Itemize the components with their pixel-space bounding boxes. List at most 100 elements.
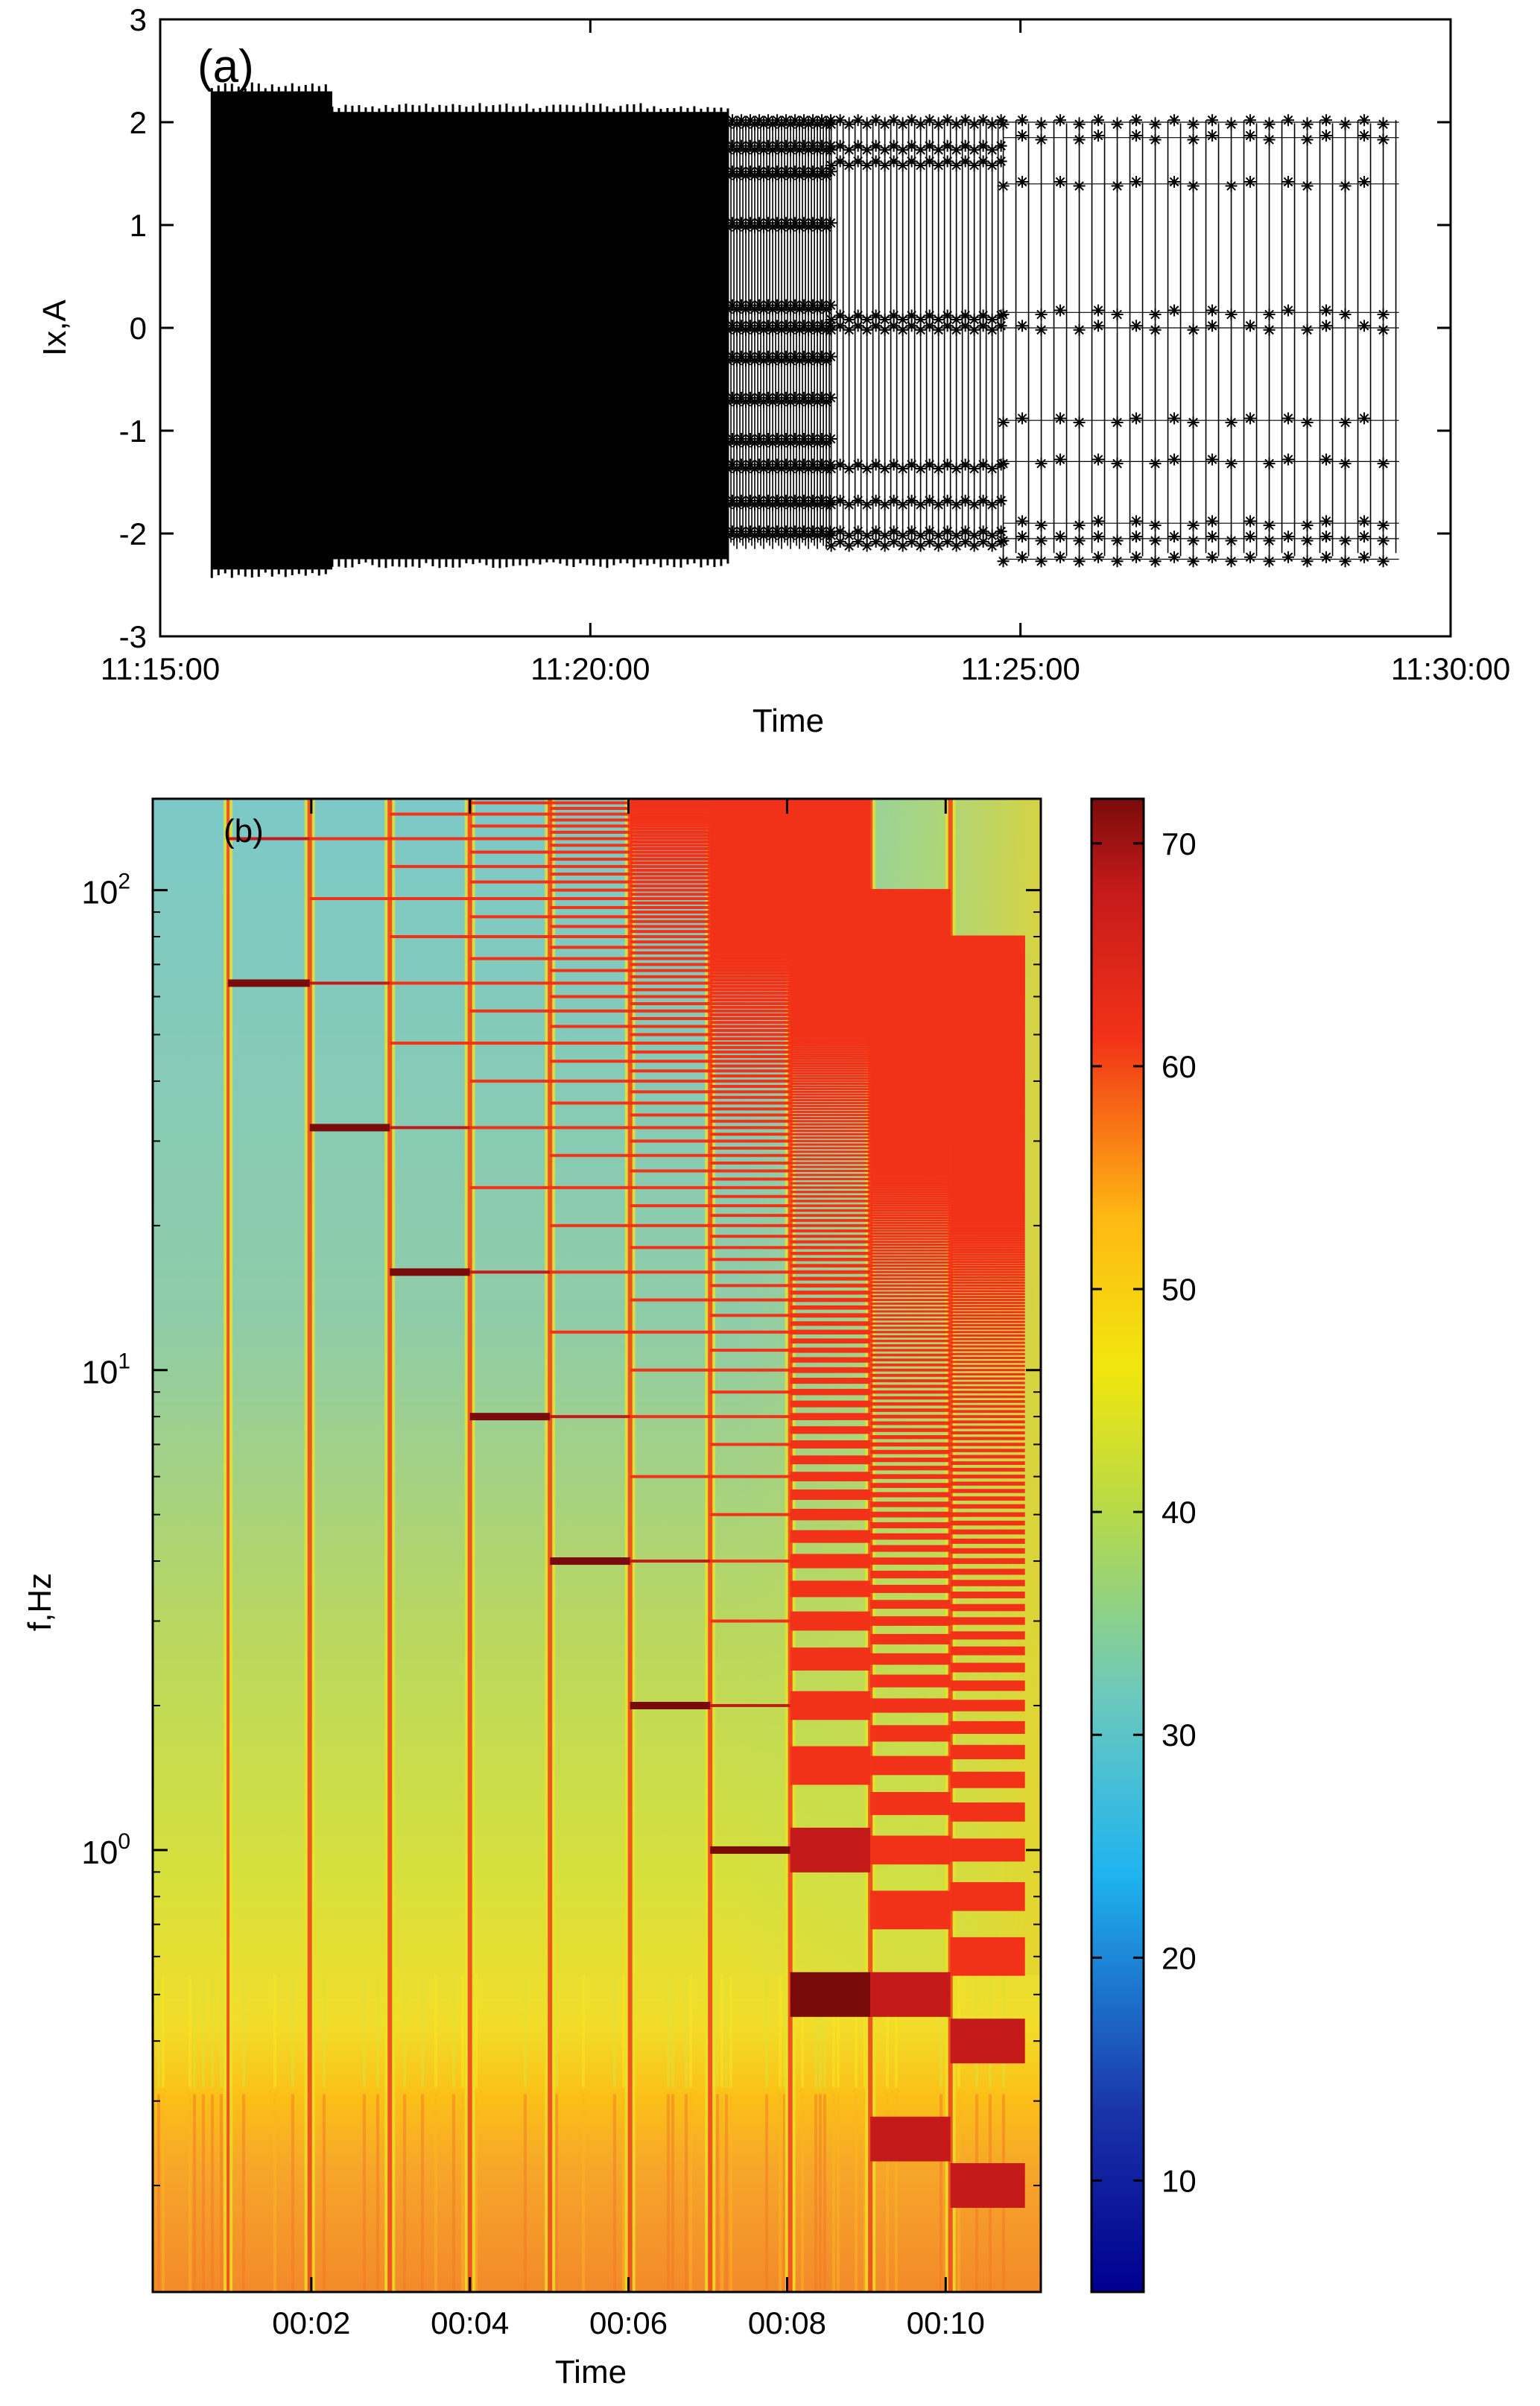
heatmap-texture — [193, 1975, 196, 2088]
heatmap-texture — [725, 2095, 728, 2292]
harmonic-line — [790, 1298, 870, 1302]
data-point — [1358, 551, 1370, 563]
harmonic-line — [790, 1067, 870, 1069]
harmonic-line — [790, 1044, 870, 1046]
harmonic-line — [630, 969, 710, 972]
harmonic-line — [790, 1612, 870, 1631]
harmonic-line — [790, 1241, 870, 1244]
data-point — [1036, 308, 1048, 320]
harmonic-line — [870, 1170, 950, 1172]
heatmap-texture — [188, 1975, 191, 2088]
heatmap-texture — [202, 1975, 205, 2088]
harmonic-line — [790, 1378, 870, 1384]
harmonic-line — [951, 1400, 1025, 1403]
harmonic-line — [630, 1090, 710, 1093]
harmonic-line — [870, 1186, 950, 1188]
harmonic-line — [951, 1882, 1025, 1911]
data-point — [1150, 535, 1162, 547]
harmonic-line — [710, 1513, 790, 1516]
harmonic-line — [710, 949, 790, 952]
y-tick-label: -1 — [119, 414, 147, 449]
harmonic-line — [710, 1065, 790, 1068]
data-point — [1188, 535, 1200, 547]
harmonic-line — [870, 1512, 950, 1518]
harmonic-line — [710, 963, 790, 966]
harmonic-line — [790, 1083, 870, 1085]
harmonic-line — [630, 1702, 710, 1709]
heatmap-texture — [555, 1975, 558, 2088]
harmonic-line — [870, 1205, 950, 1207]
harmonic-line — [470, 838, 550, 840]
harmonic-line — [870, 1200, 950, 1202]
data-point — [1074, 417, 1086, 428]
colorbar-tick-label: 30 — [1162, 1718, 1197, 1753]
harmonic-line — [870, 1295, 950, 1297]
harmonic-line — [710, 1186, 790, 1189]
harmonic-line — [550, 825, 630, 828]
harmonic-line — [790, 1204, 870, 1206]
harmonic-line — [870, 1571, 950, 1578]
harmonic-line — [710, 1154, 790, 1157]
harmonic-line — [790, 1017, 870, 1019]
harmonic-line — [630, 1033, 710, 1036]
harmonic-line — [870, 1326, 950, 1329]
harmonic-line — [790, 1367, 870, 1373]
harmonic-line — [790, 1091, 870, 1093]
harmonic-line — [630, 1415, 710, 1418]
harmonic-line — [870, 1422, 950, 1425]
harmonic-line — [630, 975, 710, 978]
heatmap-texture — [524, 2095, 527, 2292]
harmonic-line — [710, 969, 790, 972]
harmonic-line — [630, 1126, 710, 1129]
heatmap-texture — [524, 1975, 527, 2088]
x-tick-label: 00:02 — [272, 2305, 350, 2340]
harmonic-line — [790, 1133, 870, 1136]
data-point — [1302, 519, 1314, 531]
data-point — [1054, 551, 1066, 563]
harmonic-line — [870, 1457, 950, 1462]
heatmap-texture — [837, 2095, 840, 2292]
data-point — [1188, 519, 1200, 531]
harmonic-line — [951, 1390, 1025, 1393]
harmonic-line — [951, 1338, 1025, 1340]
harmonic-line — [951, 1221, 1025, 1223]
harmonic-line — [630, 834, 710, 837]
harmonic-line — [951, 1745, 1025, 1759]
harmonic-line — [870, 1212, 950, 1214]
harmonic-line — [710, 1162, 790, 1165]
harmonic-line — [870, 1344, 950, 1346]
x-tick-label: 11:30:00 — [1391, 651, 1510, 686]
heatmap-texture — [667, 2095, 670, 2292]
harmonic-line — [951, 1224, 1025, 1226]
harmonic-line — [870, 1443, 950, 1446]
harmonic-line — [550, 1060, 630, 1063]
harmonic-line — [710, 966, 790, 969]
harmonic-line — [710, 972, 790, 975]
data-point — [1206, 515, 1218, 527]
harmonic-line — [870, 1224, 950, 1226]
harmonic-line — [951, 1680, 1025, 1691]
harmonic-line — [790, 1105, 870, 1107]
harmonic-line — [951, 1521, 1025, 1525]
data-point — [1282, 412, 1294, 424]
harmonic-line — [390, 1126, 469, 1129]
harmonic-line — [951, 1285, 1025, 1287]
panel-a-y-axis-label: Ix,A — [37, 299, 73, 355]
data-point — [1036, 458, 1048, 469]
harmonic-line — [790, 1158, 870, 1160]
x-tick-label: 11:25:00 — [960, 651, 1080, 686]
y-tick-label: 100 — [81, 1829, 130, 1871]
harmonic-line — [710, 1101, 790, 1104]
harmonic-line — [790, 1277, 870, 1281]
harmonic-line — [550, 801, 630, 804]
harmonic-line — [630, 1224, 710, 1227]
harmonic-line — [951, 1481, 1025, 1485]
harmonic-line — [790, 1023, 870, 1025]
harmonic-line — [951, 1617, 1025, 1624]
harmonic-line — [790, 1214, 870, 1217]
harmonic-line — [790, 1136, 870, 1139]
harmonic-line — [951, 1206, 1025, 1209]
x-tick-label: 00:06 — [589, 2305, 668, 2340]
harmonic-line — [951, 1381, 1025, 1384]
harmonic-line — [790, 1140, 870, 1142]
